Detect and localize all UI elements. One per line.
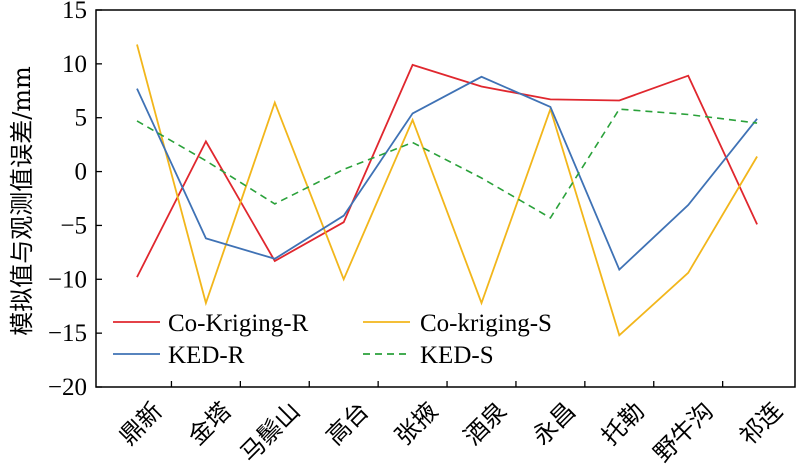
x-category-label: 张掖: [390, 397, 444, 451]
y-tick-label: 0: [75, 159, 88, 186]
series-line-1: [136, 44, 758, 337]
y-axis-title: 模拟值与观测值误差/mm: [8, 66, 36, 336]
x-category-label: 托勒: [596, 397, 650, 451]
x-category-label: 马鬃山: [235, 397, 306, 468]
plot-area: [136, 44, 758, 337]
series-line-2: [136, 75, 758, 272]
series-line-3: [136, 108, 758, 219]
x-category-label: 金塔: [183, 397, 237, 451]
x-category-label: 野牛沟: [648, 397, 719, 468]
x-category-label: 祁连: [734, 397, 788, 451]
legend-label-0: Co-Kriging-R: [168, 310, 309, 337]
legend-label-3: KED-S: [420, 342, 494, 369]
y-tick-label: 10: [62, 51, 87, 78]
legend: Co-Kriging-R Co-kriging-S KED-R KED-S: [113, 310, 552, 369]
x-category-label: 酒泉: [458, 397, 512, 451]
legend-label-1: Co-kriging-S: [420, 310, 552, 337]
y-tick-label: −5: [60, 212, 87, 239]
y-tick-label: −10: [48, 266, 87, 293]
x-category-label: 鼎新: [114, 397, 168, 451]
x-category-label: 高台: [321, 397, 375, 451]
y-tick-label: −20: [48, 374, 87, 401]
x-category-label: 永昌: [527, 397, 581, 451]
plot-frame: [95, 9, 796, 388]
legend-label-2: KED-R: [168, 342, 245, 369]
y-tick-label: 15: [62, 0, 87, 24]
y-tick-label: 5: [75, 105, 88, 132]
y-tick-label: −15: [48, 320, 87, 347]
y-axis-title-group: 模拟值与观测值误差/mm: [8, 66, 36, 336]
